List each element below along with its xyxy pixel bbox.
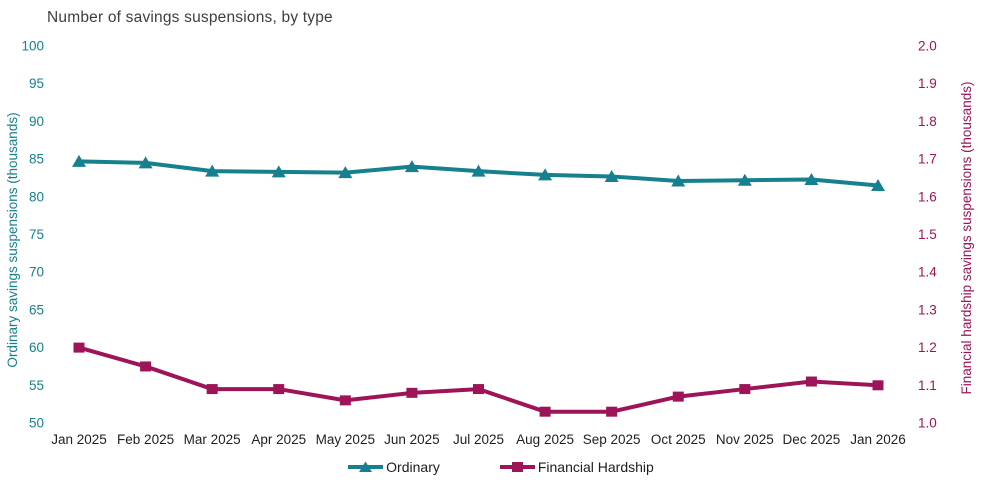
line-chart-svg: 50 55 60 65 70 75 80 85 90 95 100 1.0 1.1 1.2 1.3 1.4 1.… [5,39,974,448]
right-axis-tick-label: 1.4 [918,265,937,280]
x-axis-tick-label: Nov 2025 [716,432,774,447]
data-point-marker [805,376,817,387]
data-point-marker [473,384,484,395]
x-axis-tick-label: Oct 2025 [651,432,706,447]
chart-title: Number of savings suspensions, by type [47,9,333,26]
data-point-marker [538,168,553,181]
right-axis-tick-label: 1.5 [918,227,937,242]
x-axis-tick-label: Jan 2025 [51,432,107,447]
x-axis-tick-label: Jul 2025 [453,432,504,447]
right-axis-tick-label: 1.6 [918,189,937,204]
financial-hardship-legend-swatch [499,462,535,472]
data-point-marker [339,395,351,406]
x-axis-tick-label: Jan 2026 [850,432,906,447]
series-line-financial-hardship [77,345,880,414]
data-point-marker [804,172,819,185]
left-axis-title: Ordinary savings suspensions (thousands) [5,112,20,367]
data-point-marker [737,173,752,186]
x-axis-tick-label: Aug 2025 [516,432,574,447]
right-axis-tick-label: 1.9 [918,76,937,91]
data-point-marker [604,169,619,182]
data-point-marker [872,380,884,391]
x-axis-tick-label: May 2025 [316,432,375,447]
left-axis-tick-label: 60 [29,340,44,355]
right-axis-title: Financial hardship savings suspensions (… [959,82,974,395]
legend-label-financial-hardship: Financial Hardship [537,459,654,475]
legend-item-ordinary: Ordinary [346,459,440,475]
data-point-marker [205,164,220,177]
data-point-marker [606,406,618,417]
x-axis-tick-label: Jun 2025 [384,432,440,447]
data-point-marker [338,166,353,179]
data-point-marker [273,384,285,395]
data-point-marker [271,165,286,178]
right-axis-tick-label: 1.1 [918,378,937,393]
data-point-marker [73,342,85,353]
left-axis-tick-label: 85 [29,152,44,167]
left-axis-tick-label: 100 [21,39,44,54]
right-axis-tick-label: 2.0 [918,39,937,54]
left-axis-tick-label: 50 [29,416,44,431]
data-point-marker [672,391,684,402]
left-axis-tick-label: 80 [29,189,44,204]
left-axis-tick-label: 90 [29,114,44,129]
x-axis-tick-label: Dec 2025 [783,432,841,447]
left-axis-tick-label: 55 [29,378,44,393]
x-axis-tick-label: Sep 2025 [583,432,641,447]
x-axis-tick-label: Mar 2025 [184,432,241,447]
data-point-marker [471,164,486,177]
data-point-marker [72,154,86,167]
right-axis-tick-label: 1.2 [918,340,937,355]
data-point-marker [539,406,551,417]
data-point-marker [206,384,218,395]
left-axis-tick-label: 75 [29,227,44,242]
data-point-marker [138,156,153,169]
left-axis-tick-label: 95 [29,76,44,91]
data-point-marker [404,160,419,173]
right-axis-tick-label: 1.3 [918,302,937,317]
right-axis-tick-label: 1.7 [918,152,937,167]
legend: Ordinary Financial Hardship [0,459,1000,475]
legend-label-ordinary: Ordinary [386,459,440,475]
legend-item-financial-hardship: Financial Hardship [498,459,654,475]
data-point-marker [871,178,885,191]
right-axis-tick-label: 1.0 [918,416,937,431]
data-point-marker [671,174,686,187]
data-point-marker [140,361,152,372]
left-axis-tick-label: 70 [29,265,44,280]
ordinary-legend-swatch [348,461,384,472]
data-point-marker [739,384,751,395]
left-axis-tick-label: 65 [29,302,44,317]
right-axis-tick-label: 1.8 [918,114,937,129]
data-point-marker [406,387,418,398]
x-axis-tick-label: Apr 2025 [251,432,306,447]
x-axis-tick-label: Feb 2025 [117,432,174,447]
